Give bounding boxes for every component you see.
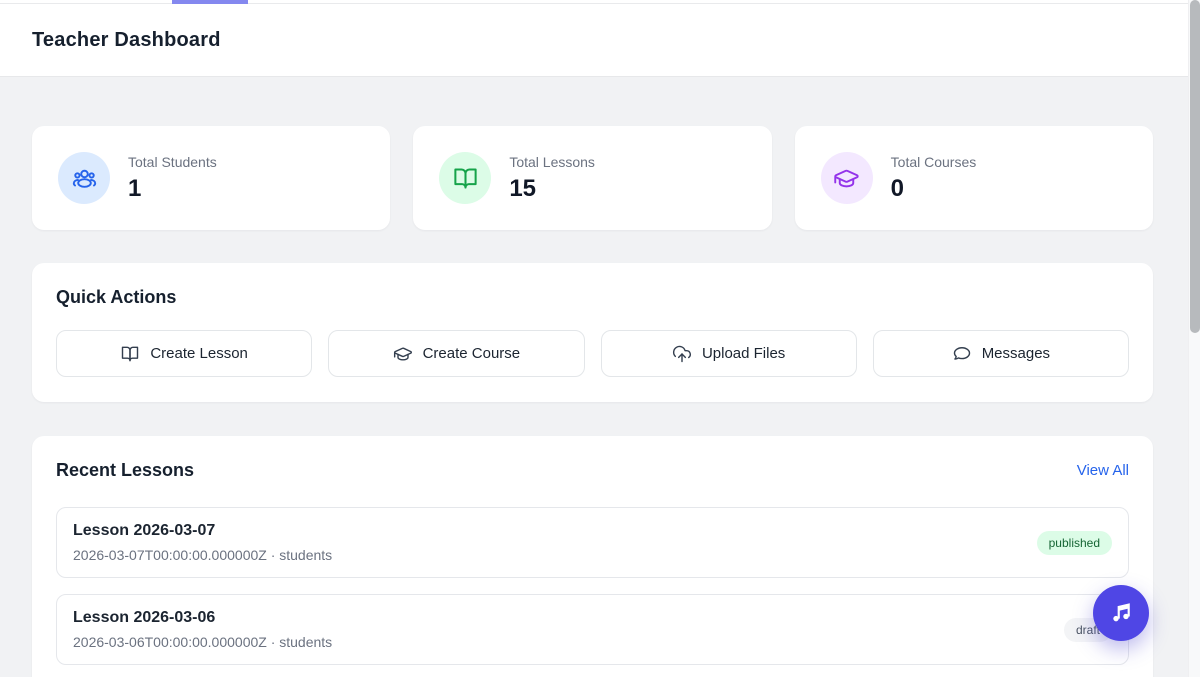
book-open-icon (122, 346, 139, 361)
chat-bubble-icon (953, 346, 970, 360)
stat-card-total-courses: Total Courses 0 (794, 126, 1153, 230)
top-tabbar (0, 0, 1188, 4)
stat-text: Total Courses 0 (891, 154, 977, 203)
stat-card-total-lessons: Total Lessons 15 (413, 126, 772, 230)
messages-button[interactable]: Messages (872, 330, 1129, 377)
stat-label: Total Courses (890, 153, 977, 170)
lesson-row[interactable]: Lesson 2026-03-07 2026-03-07T00:00:00.00… (56, 507, 1129, 578)
lesson-info: Lesson 2026-03-06 2026-03-06T00:00:00.00… (73, 609, 332, 650)
recent-lessons-card: Recent Lessons View All Lesson 2026-03-0… (32, 436, 1153, 677)
create-lesson-button[interactable]: Create Lesson (56, 330, 313, 377)
graduation-cap-icon (820, 152, 873, 204)
stat-card-total-students: Total Students 1 (32, 126, 391, 230)
lesson-info: Lesson 2026-03-07 2026-03-07T00:00:00.00… (73, 522, 332, 563)
scrollbar-track[interactable] (1188, 0, 1200, 677)
quick-actions-buttons: Create Lesson Create Course (56, 330, 1129, 377)
quick-actions-card: Quick Actions Create Lesson Create Co (32, 263, 1153, 402)
button-label: Create Course (422, 345, 521, 362)
music-fab-button[interactable] (1093, 585, 1149, 641)
graduation-cap-icon (393, 346, 412, 361)
stat-value: 0 (890, 174, 905, 202)
lesson-meta: 2026-03-06T00:00:00.000000Z · students (73, 634, 333, 650)
recent-lessons-title: Recent Lessons (56, 460, 195, 480)
recent-lessons-header: Recent Lessons View All (56, 460, 1129, 481)
active-tab-indicator (172, 0, 248, 4)
lesson-row[interactable]: Lesson 2026-03-06 2026-03-06T00:00:00.00… (56, 594, 1129, 665)
status-badge: published (1036, 530, 1112, 555)
page-title: Teacher Dashboard (32, 28, 221, 51)
view-all-link[interactable]: View All (1076, 462, 1129, 479)
users-icon (58, 152, 110, 204)
stats-row: Total Students 1 Total Lessons 15 (32, 126, 1153, 230)
upload-files-button[interactable]: Upload Files (600, 330, 857, 377)
book-open-icon (439, 152, 492, 204)
stat-label: Total Students (128, 153, 217, 170)
music-note-icon (1113, 603, 1130, 622)
button-label: Upload Files (701, 345, 786, 362)
stat-value: 15 (509, 174, 537, 202)
upload-cloud-icon (672, 345, 691, 362)
page-header: Teacher Dashboard (0, 4, 1188, 77)
create-course-button[interactable]: Create Course (328, 330, 585, 377)
stat-value: 1 (128, 174, 142, 202)
button-label: Messages (981, 345, 1051, 362)
quick-actions-title: Quick Actions (56, 287, 177, 307)
stat-label: Total Lessons (509, 153, 595, 170)
lesson-title: Lesson 2026-03-06 (73, 609, 216, 626)
lesson-title: Lesson 2026-03-07 (73, 522, 216, 539)
lesson-meta: 2026-03-07T00:00:00.000000Z · students (73, 547, 333, 563)
main-content: Total Students 1 Total Lessons 15 (32, 78, 1153, 677)
stat-text: Total Lessons 15 (509, 154, 595, 203)
button-label: Create Lesson (150, 345, 248, 362)
stat-text: Total Students 1 (128, 154, 217, 203)
scrollbar-thumb[interactable] (1190, 0, 1200, 333)
